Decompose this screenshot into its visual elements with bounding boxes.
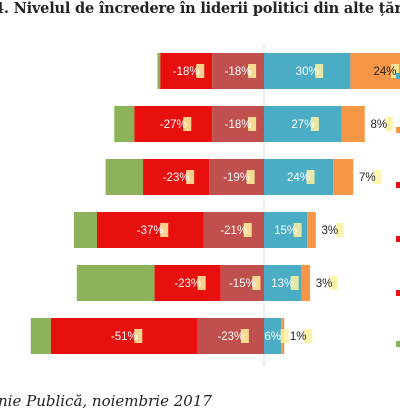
label-highlight	[248, 64, 257, 78]
bar-segment-green	[73, 212, 97, 248]
label-highlight	[315, 64, 324, 78]
data-label-darkred: -18%	[225, 66, 252, 78]
data-label-blue: 13%	[271, 278, 294, 290]
legend-marker-orange	[396, 127, 400, 133]
label-highlight	[160, 223, 169, 237]
bar-segment-green	[114, 106, 135, 142]
data-label-darkred: -18%	[225, 119, 252, 131]
label-highlight	[310, 117, 319, 131]
data-label-red: -51%	[111, 331, 138, 343]
data-label-orange: 7%	[359, 172, 376, 184]
bar-segment-red	[96, 212, 204, 248]
legend-marker-green	[396, 341, 400, 347]
label-highlight	[290, 276, 299, 290]
data-label-blue: 15%	[274, 225, 297, 237]
bar-segment-red	[143, 159, 210, 195]
data-label-red: -23%	[163, 172, 190, 184]
bar-segment-orange	[307, 212, 316, 248]
label-highlight	[248, 117, 257, 131]
source-note: nie Publică, noiembrie 2017	[0, 392, 212, 410]
label-highlight	[306, 170, 315, 184]
label-highlight	[335, 223, 344, 237]
bar-segment-darkred	[197, 318, 264, 354]
label-highlight	[390, 64, 399, 78]
data-label-red: -27%	[160, 119, 187, 131]
bar-segment-red	[50, 318, 198, 354]
label-highlight	[330, 276, 339, 290]
bar-segment-darkred	[209, 159, 264, 195]
bar-segment-green	[30, 318, 51, 354]
chart-title: 4. Nivelul de încredere în liderii polit…	[0, 0, 400, 17]
data-label-blue: 24%	[287, 172, 310, 184]
data-label-orange: 8%	[370, 119, 387, 131]
data-label-blue: 27%	[291, 119, 314, 131]
label-highlight	[240, 329, 249, 343]
label-highlight	[186, 170, 195, 184]
data-label-blue: 6%	[264, 331, 281, 343]
bar-segment-blue	[264, 159, 334, 195]
bar-segment-darkred	[203, 212, 264, 248]
data-label-red: -18%	[173, 66, 200, 78]
bar-segment-orange	[333, 159, 354, 195]
bar-segment-red	[154, 265, 221, 301]
data-label-red: -23%	[174, 278, 201, 290]
label-highlight	[246, 170, 255, 184]
label-highlight	[196, 64, 205, 78]
legend-marker-red	[396, 182, 400, 188]
data-label-orange: 3%	[322, 225, 339, 237]
bar-segment-red	[134, 106, 213, 142]
label-highlight	[304, 329, 313, 343]
data-label-blue: 30%	[296, 66, 319, 78]
label-highlight	[183, 117, 192, 131]
label-highlight	[280, 329, 289, 343]
label-highlight	[197, 276, 206, 290]
label-highlight	[384, 117, 393, 131]
bar-segment-green	[157, 53, 161, 89]
data-label-darkred: -19%	[223, 172, 250, 184]
data-label-orange: 24%	[373, 66, 396, 78]
label-highlight	[243, 223, 252, 237]
bar-segment-blue	[264, 106, 342, 142]
data-label-darkred: -23%	[217, 331, 244, 343]
label-highlight	[373, 170, 382, 184]
bar-segment-green	[105, 159, 144, 195]
label-highlight	[134, 329, 143, 343]
legend-marker-blue	[396, 73, 400, 79]
bar-segment-orange	[341, 106, 365, 142]
label-highlight	[293, 223, 302, 237]
data-label-red: -37%	[137, 225, 164, 237]
data-label-orange: 3%	[316, 278, 333, 290]
legend-marker-red	[396, 236, 400, 242]
data-label-darkred: -21%	[220, 225, 247, 237]
bar-segment-blue	[264, 53, 351, 89]
legend-marker-red	[396, 290, 400, 296]
data-label-darkred: -15%	[229, 278, 256, 290]
bar-segment-orange	[301, 265, 311, 301]
bar-segment-green	[76, 265, 155, 301]
bar-segment-blue	[264, 318, 282, 354]
label-highlight	[252, 276, 261, 290]
data-label-orange: 1%	[290, 331, 307, 343]
